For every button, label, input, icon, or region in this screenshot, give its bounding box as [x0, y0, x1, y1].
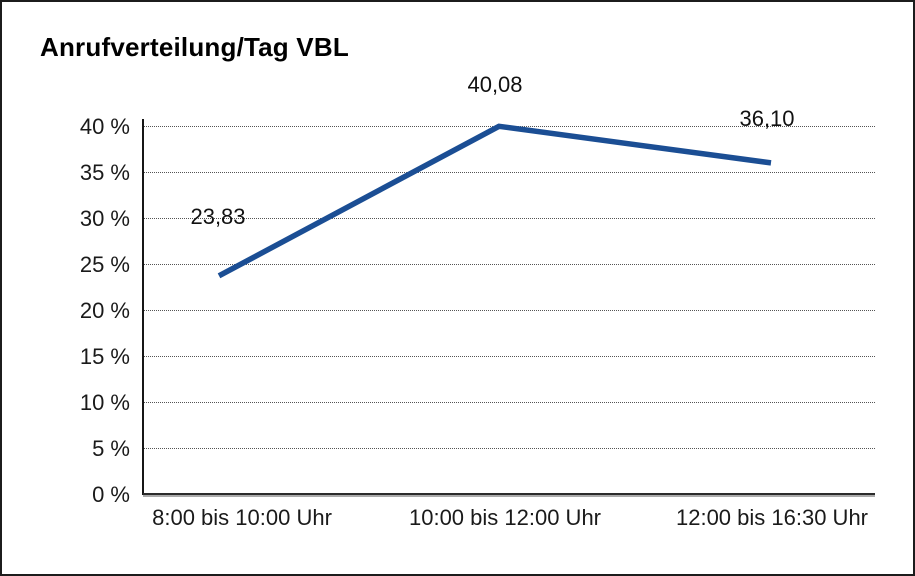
y-tick-label: 5 % — [92, 436, 130, 461]
x-category-label: 10:00 bis 12:00 Uhr — [408, 505, 602, 530]
x-category-label: 12:00 bis 16:30 Uhr — [675, 505, 869, 530]
x-category-label: 8:00 bis 10:00 Uhr — [152, 505, 332, 530]
gridline — [143, 356, 875, 357]
line-series — [217, 123, 772, 279]
y-axis-line — [142, 119, 144, 495]
data-point-label: 40,08 — [467, 72, 523, 98]
gridline — [143, 448, 875, 449]
data-point-label: 23,83 — [190, 203, 246, 229]
gridline — [143, 218, 875, 219]
y-tick-label: 0 % — [92, 482, 130, 507]
data-point-label: 36,10 — [739, 105, 795, 131]
y-tick-label: 40 % — [79, 114, 130, 139]
gridline — [143, 172, 875, 173]
y-tick-label: 15 % — [79, 344, 130, 369]
y-tick-label: 10 % — [79, 390, 130, 415]
gridline — [143, 264, 875, 265]
y-tick-label: 35 % — [79, 160, 130, 185]
y-tick-label: 25 % — [79, 252, 130, 277]
gridline — [143, 402, 875, 403]
x-axis-line — [143, 493, 875, 495]
y-tick-label: 30 % — [79, 206, 130, 231]
chart-title: Anrufverteilung/Tag VBL — [40, 32, 349, 62]
y-tick-label: 20 % — [79, 298, 130, 323]
gridline — [143, 310, 875, 311]
